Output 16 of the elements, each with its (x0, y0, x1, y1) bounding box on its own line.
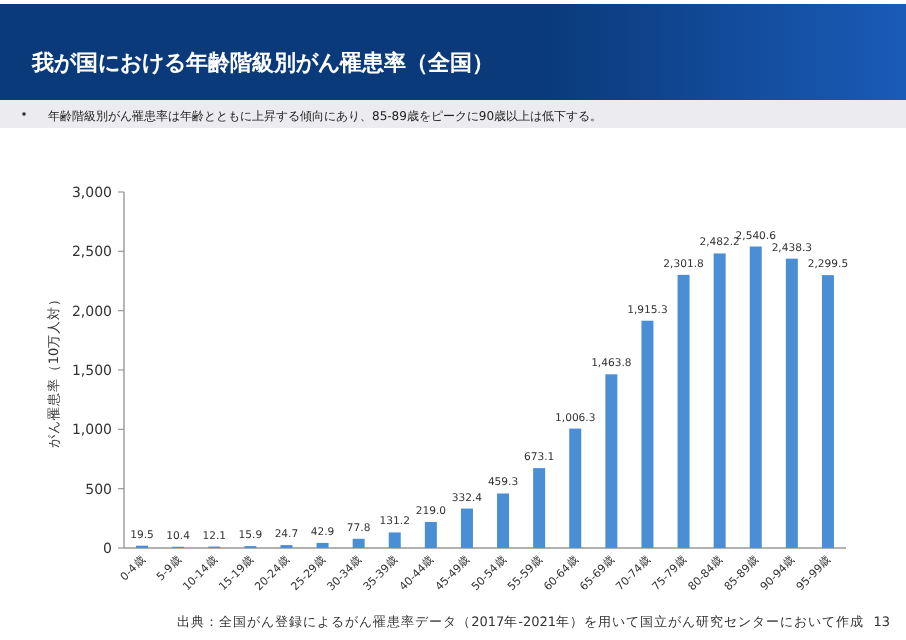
bar (316, 542, 329, 548)
bar (388, 532, 401, 548)
bar (460, 508, 473, 548)
bar (677, 274, 690, 548)
chart-title: 我が国における年齢階級別がん罹患率（全国） (30, 50, 494, 76)
bar (352, 538, 365, 548)
bar (424, 522, 437, 548)
bar (785, 258, 798, 548)
bar (497, 493, 510, 548)
bar (605, 374, 618, 548)
bar (641, 320, 654, 548)
bar (749, 246, 762, 548)
bar (821, 275, 834, 548)
bar (533, 468, 546, 548)
bar (713, 253, 726, 548)
bar (569, 428, 582, 548)
